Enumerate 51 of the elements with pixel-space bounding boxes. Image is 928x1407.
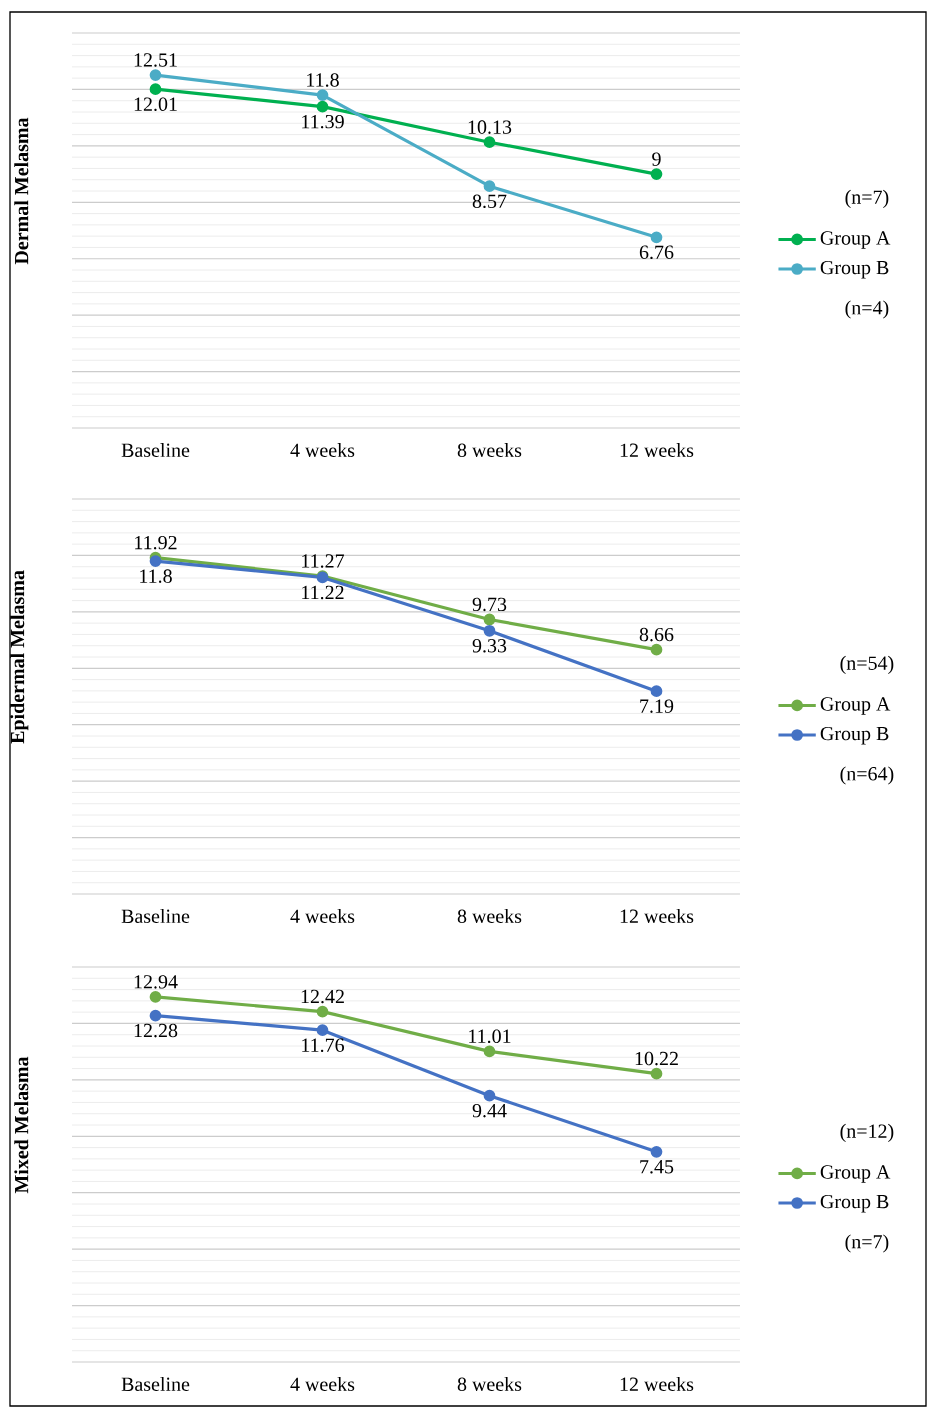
text: (n=7) (845, 1234, 889, 1253)
x-tick-label: 4 weeks (290, 1376, 355, 1391)
data-label: 11.01 (469, 1029, 511, 1044)
data-label: 11.27 (302, 554, 345, 568)
legend-label: Group B (820, 1194, 889, 1213)
data-label: 9.33 (472, 639, 507, 653)
y-axis-title: Dermal Melasma (14, 117, 29, 265)
data-label: 6.76 (639, 245, 674, 260)
text: (n=4) (845, 300, 889, 319)
x-tick-label: 12 weeks (620, 1376, 694, 1391)
data-label: 10.13 (468, 120, 512, 134)
x-tick-label: 8 weeks (457, 908, 522, 924)
data-label: 12.01 (134, 97, 177, 112)
data-label: 9.44 (472, 1103, 507, 1118)
legend-label: Group B (820, 726, 889, 745)
data-label: 11.22 (302, 585, 344, 600)
data-label: 10.22 (635, 1051, 678, 1066)
y-axis-title: Epidermal Melasma (10, 570, 29, 744)
x-tick-label: 4 weeks (290, 442, 355, 458)
x-tick-label: 4 weeks (290, 908, 355, 924)
x-tick-label: Baseline (121, 1376, 190, 1391)
data-label: 11.39 (302, 114, 344, 129)
data-label: 11.76 (302, 1038, 345, 1053)
legend-label: Group A (820, 1165, 891, 1183)
data-label: 9.73 (472, 597, 507, 612)
data-label: 12.94 (134, 975, 178, 989)
text: (n=54) (840, 655, 894, 674)
data-label: 12.51 (134, 53, 177, 67)
data-label: 12.28 (134, 1023, 178, 1038)
x-tick-label: 12 weeks (620, 442, 694, 458)
data-label: 11.8 (140, 569, 172, 583)
data-label: 7.45 (640, 1160, 674, 1174)
data-label: 7.19 (640, 699, 674, 713)
x-tick-label: Baseline (121, 442, 190, 458)
data-label: 9 (652, 152, 661, 166)
data-label: 11.92 (135, 535, 177, 550)
legend-label: Group B (820, 260, 889, 279)
text: (n=7) (845, 189, 889, 208)
data-label: 12.42 (301, 989, 344, 1004)
legend-label: Group A (820, 697, 891, 715)
data-label: 8.66 (639, 627, 674, 642)
x-tick-label: 8 weeks (457, 442, 522, 458)
data-label: 11.8 (307, 73, 339, 87)
y-axis-title: Mixed Melasma (14, 1056, 29, 1194)
x-tick-label: 8 weeks (457, 1376, 522, 1391)
data-label: 8.57 (472, 194, 507, 209)
text: (n=64) (840, 766, 894, 785)
x-tick-label: 12 weeks (620, 908, 694, 924)
legend-label: Group A (820, 231, 891, 249)
text: (n=12) (840, 1123, 894, 1142)
x-tick-label: Baseline (121, 908, 190, 924)
